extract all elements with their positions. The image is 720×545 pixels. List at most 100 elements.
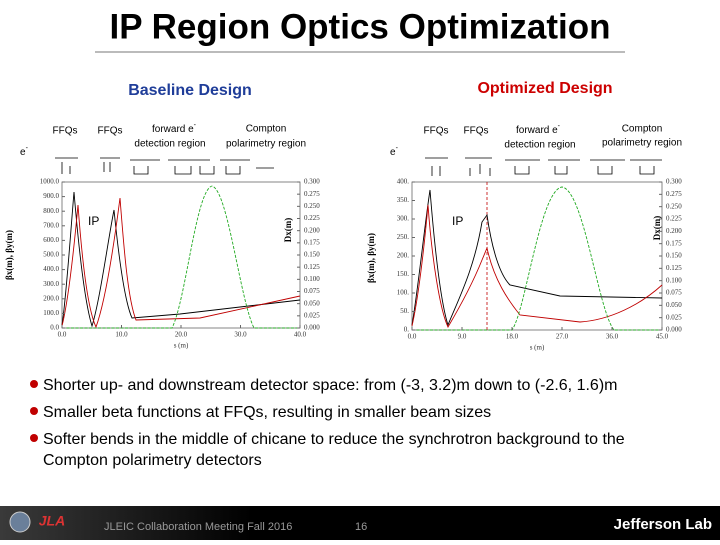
y-tick-label: 0.0 [50, 324, 59, 332]
y-tick-label: 0. [404, 326, 410, 334]
y2-tick-label: 0.075 [666, 289, 682, 297]
x-tick-label: 36.0 [606, 333, 619, 341]
y-tick-label: 200.0 [43, 294, 59, 302]
beamline-schematic [55, 157, 274, 175]
x-tick-label: 30.0 [234, 331, 247, 339]
y-tick-label: 100.0 [43, 309, 59, 317]
y-tick-label: 300. [397, 215, 410, 223]
y-tick-label: 600.0 [43, 236, 59, 244]
bullet-dot [30, 407, 38, 415]
logo-text: JLA [39, 513, 65, 529]
forward-region: detection region [134, 139, 205, 150]
compton-region: polarimetry region [602, 138, 682, 149]
y-tick-label: 400. [397, 178, 410, 186]
y2-tick-label: 0.275 [304, 190, 320, 198]
lab-name: Jefferson Lab [614, 516, 712, 533]
y-tick-label: 200. [397, 252, 410, 260]
y-tick-label: 700.0 [43, 221, 59, 229]
beam-label: e- [20, 145, 29, 158]
compton-label: Compton [246, 124, 287, 135]
y2-tick-label: 0.050 [304, 299, 320, 307]
plot-frame [411, 181, 663, 331]
y2-tick-label: 0.200 [304, 226, 320, 234]
y-tick-label: 400.0 [43, 265, 59, 273]
y-tick-label: 300.0 [43, 280, 59, 288]
bullet: Shorter up- and downstream detector spac… [43, 377, 617, 394]
x-axis-label: s (m) [174, 342, 189, 350]
y-tick-label: 800.0 [43, 207, 59, 215]
optimized-panel: Optimized Design FFQs FFQs forward e- de… [366, 80, 682, 351]
forward-region: detection region [504, 140, 575, 151]
ip-label: IP [452, 214, 463, 228]
beamline-schematic [425, 157, 662, 176]
y2-tick-label: 0.025 [304, 311, 320, 319]
bullets: Shorter up- and downstream detector spac… [30, 377, 625, 469]
y2-tick-label: 0.250 [666, 202, 682, 210]
ffq-label: FFQs [424, 126, 449, 137]
y-tick-label: 150. [397, 270, 410, 278]
x-tick-label: 20.0 [175, 331, 188, 339]
y2-tick-label: 0.300 [304, 178, 320, 186]
panel-heading: Optimized Design [477, 80, 612, 97]
y2-tick-label: 0.100 [304, 275, 320, 283]
panel-heading: Baseline Design [128, 82, 252, 99]
y2-tick-label: 0.150 [666, 252, 682, 260]
beam-label: e- [390, 145, 399, 158]
ffq-label: FFQs [53, 126, 78, 137]
y2-tick-label: 0.275 [666, 190, 682, 198]
page-number: 16 [355, 521, 367, 533]
y2-tick-label: 0.075 [304, 287, 320, 295]
y2-tick-label: 0.150 [304, 251, 320, 259]
x-tick-label: 27.0 [556, 333, 569, 341]
bullet: Smaller beta functions at FFQs, resultin… [43, 404, 491, 421]
x-tick-label: 9.0 [458, 333, 467, 341]
footer-bar [0, 506, 720, 540]
optics-curves [411, 186, 663, 331]
y-axis-label: βx(m), βy(m) [366, 233, 376, 283]
y-tick-label: 1000.0 [40, 178, 60, 186]
optics-curves [61, 185, 301, 329]
title-rule [95, 51, 625, 53]
ffq-label: FFQs [464, 126, 489, 137]
y-tick-label: 50. [400, 307, 409, 315]
compton-region: polarimetry region [226, 139, 306, 150]
x-tick-label: 10.0 [115, 331, 128, 339]
y-tick-label: 900.0 [43, 192, 59, 200]
y2-tick-label: 0.175 [304, 238, 320, 246]
footer: JLA JLEIC Collaboration Meeting Fall 201… [0, 506, 720, 540]
x-tick-label: 0.0 [408, 333, 417, 341]
ip-label: IP [88, 214, 99, 228]
y2-tick-label: 0.300 [666, 178, 682, 186]
y-axis-label: βx(m), βy(m) [4, 230, 14, 280]
compton-label: Compton [622, 124, 663, 135]
logo-seal [9, 511, 31, 533]
y2-axis-label: Dx(m) [652, 216, 662, 241]
y2-tick-label: 0.025 [666, 313, 682, 321]
bullet: Compton polarimetry detectors [43, 452, 262, 469]
x-tick-label: 0.0 [58, 331, 67, 339]
x-tick-label: 18.0 [506, 333, 519, 341]
forward-label: forward e- [516, 123, 561, 136]
plot-frame [61, 181, 301, 329]
y2-tick-label: 0.200 [666, 227, 682, 235]
meeting-name: JLEIC Collaboration Meeting Fall 2016 [104, 521, 292, 533]
y2-tick-label: 0.250 [304, 202, 320, 210]
y-tick-label: 350. [397, 196, 410, 204]
x-tick-label: 40.0 [294, 331, 307, 339]
bullet-dot [30, 380, 38, 388]
y-tick-label: 250. [397, 233, 410, 241]
y2-tick-label: 0.100 [666, 276, 682, 284]
y-tick-label: 100. [397, 289, 410, 297]
slide-title: IP Region Optics Optimization [109, 7, 610, 46]
x-axis-label: s (m) [530, 344, 545, 352]
y2-tick-label: 0.125 [304, 263, 320, 271]
y2-tick-label: 0.175 [666, 239, 682, 247]
x-tick-label: 45.0 [656, 333, 669, 341]
y2-tick-label: 0.000 [304, 324, 320, 332]
y-tick-label: 500.0 [43, 251, 59, 259]
bullet-dot [30, 434, 38, 442]
y2-tick-label: 0.125 [666, 264, 682, 272]
y2-tick-label: 0.225 [304, 214, 320, 222]
y2-axis-label: Dx(m) [283, 218, 293, 243]
